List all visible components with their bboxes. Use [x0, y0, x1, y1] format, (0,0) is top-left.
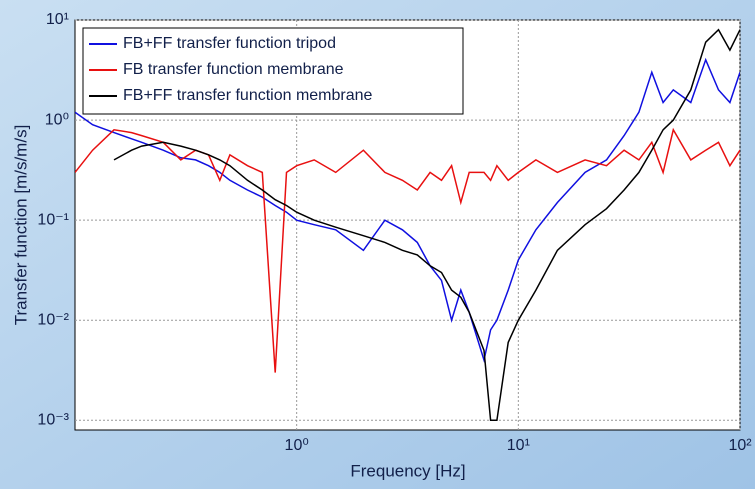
- y-tick-label: 10⁻³: [37, 412, 69, 429]
- legend-box: [82, 27, 464, 115]
- y-tick-label: 10⁻¹: [37, 211, 69, 228]
- x-axis-label: Frequency [Hz]: [350, 461, 465, 480]
- y-tick-label: 10⁰: [45, 111, 69, 128]
- y-tick-label: 10¹: [46, 11, 69, 28]
- legend-label: FB transfer function membrane: [123, 61, 344, 78]
- legend-label: FB+FF transfer function membrane: [123, 87, 373, 104]
- x-tick-label: 10²: [728, 437, 752, 454]
- y-axis-label: Transfer function [m/s/m/s]: [11, 125, 30, 326]
- y-tick-label: 10⁻²: [37, 311, 69, 328]
- legend-label: FB+FF transfer function tripod: [123, 35, 336, 52]
- series-line: [75, 57, 740, 364]
- x-tick-label: 10¹: [507, 437, 530, 454]
- series-line: [113, 28, 740, 422]
- x-tick-label: 10⁰: [285, 437, 309, 454]
